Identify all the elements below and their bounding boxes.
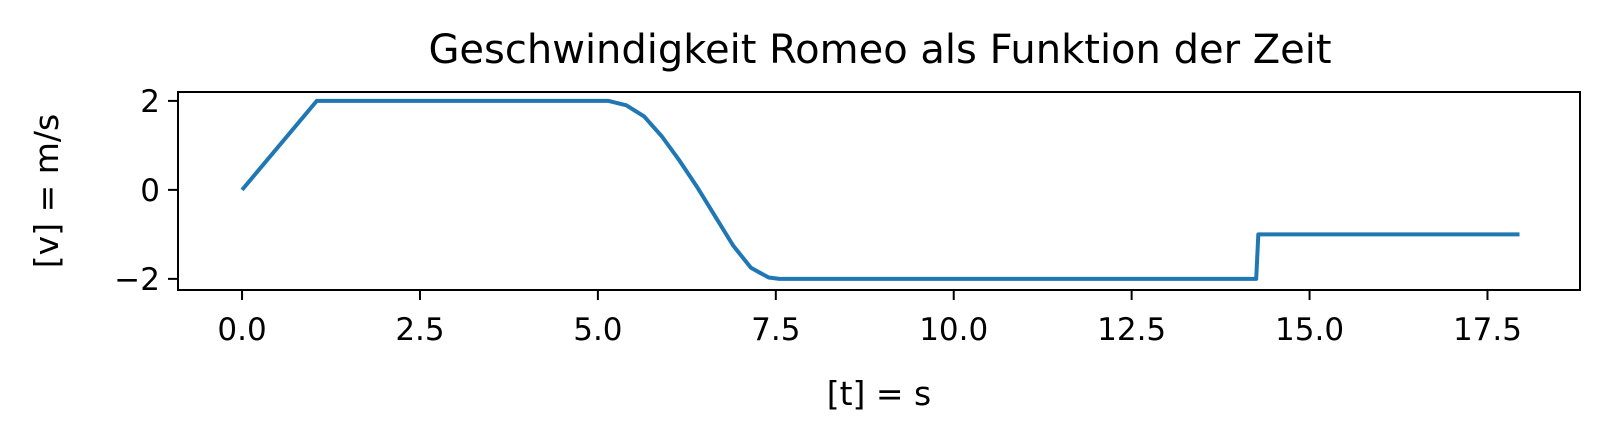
axes-frame (177, 91, 1581, 291)
x-axis: 0.0 2.5 5.0 7.5 10.0 12.5 15.0 17.5 (217, 290, 1522, 348)
y-tick-label: −2 (114, 262, 160, 298)
y-tick-label: 0 (140, 173, 160, 209)
chart-title: Geschwindigkeit Romeo als Funktion der Z… (428, 27, 1331, 73)
y-axis: 2 0 −2 (114, 84, 178, 298)
x-tick-label: 0.0 (217, 312, 266, 348)
x-tick-label: 7.5 (751, 312, 800, 348)
series-line-0 (240, 98, 1520, 281)
x-tick-label: 12.5 (1097, 312, 1166, 348)
y-tick-label: 2 (140, 84, 160, 120)
x-tick-label: 10.0 (919, 312, 988, 348)
y-axis-label: [v] = m/s (27, 114, 66, 268)
x-axis-label: [t] = s (827, 374, 932, 413)
x-tick-label: 5.0 (573, 312, 622, 348)
x-tick-label: 17.5 (1453, 312, 1522, 348)
x-tick-label: 2.5 (395, 312, 444, 348)
plot-area (240, 98, 1520, 281)
x-tick-label: 15.0 (1275, 312, 1344, 348)
